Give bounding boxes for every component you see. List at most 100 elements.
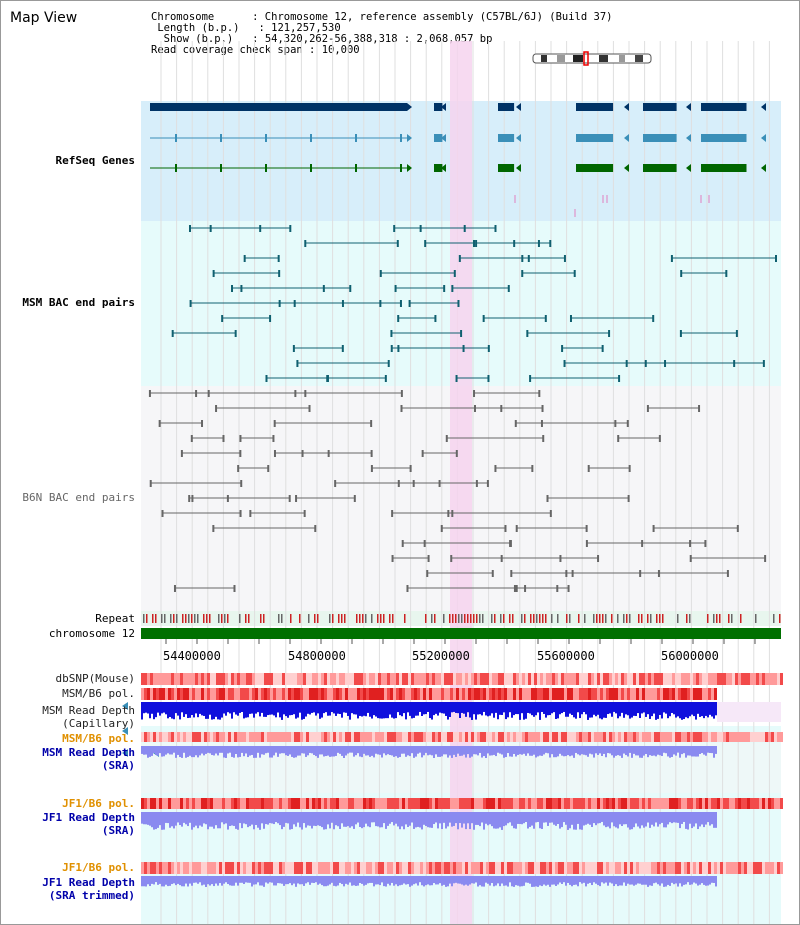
polymorphism-cell (603, 688, 606, 700)
polymorphism-cell (588, 688, 591, 700)
polymorphism-cell (417, 798, 420, 809)
read-depth-bar (461, 812, 463, 828)
polymorphism-cell (663, 732, 666, 742)
polymorphism-cell (519, 862, 522, 874)
polymorphism-cell (267, 673, 270, 685)
polymorphism-cell (699, 798, 702, 809)
polymorphism-cell (777, 732, 780, 742)
bac-pair-end (628, 465, 631, 472)
gene-arrow (761, 164, 766, 172)
read-depth-bar (567, 876, 569, 883)
repeat-mark (434, 614, 436, 623)
repeat-mark (551, 614, 553, 623)
gene-exon (265, 134, 267, 142)
polymorphism-cell (318, 673, 321, 685)
read-depth-bar (393, 812, 395, 826)
polymorphism-cell (141, 732, 144, 742)
polymorphism-cell (432, 673, 435, 685)
polymorphism-cell (687, 673, 690, 685)
msm-depth-sra-label: MSM Read Depth (SRA) (1, 746, 135, 772)
read-depth-bar (143, 702, 145, 714)
polymorphism-cell (456, 732, 459, 742)
polymorphism-cell (405, 732, 408, 742)
read-depth-bar (483, 746, 485, 757)
read-depth-bar (395, 746, 397, 757)
polymorphism-cell (330, 862, 333, 874)
gene-exon-block (701, 164, 747, 172)
repeat-mark (431, 614, 433, 623)
polymorphism-cell (567, 732, 570, 742)
read-depth-bar (485, 702, 487, 716)
read-depth-bar (283, 812, 285, 827)
read-depth-bar (383, 702, 385, 719)
read-depth-bar (295, 702, 297, 719)
polymorphism-cell (774, 732, 777, 742)
polymorphism-cell (435, 798, 438, 809)
read-depth-bar (389, 746, 391, 755)
polymorphism-cell (282, 673, 285, 685)
bac-pair-end (158, 420, 161, 427)
polymorphism-cell (432, 862, 435, 874)
polymorphism-cell (513, 798, 516, 809)
polymorphism-cell (318, 798, 321, 809)
read-depth-bar (369, 746, 371, 757)
polymorphism-cell (741, 862, 744, 874)
chromosome-bar (141, 628, 781, 639)
gene-arrow (686, 164, 691, 172)
polymorphism-cell (531, 673, 534, 685)
polymorphism-cell (642, 688, 645, 700)
read-depth-bar (649, 876, 651, 886)
gene-exon-block (643, 103, 677, 111)
polymorphism-cell (741, 732, 744, 742)
polymorphism-cell (228, 732, 231, 742)
polymorphism-cell (219, 688, 222, 700)
read-depth-bar (409, 812, 411, 826)
polymorphism-cell (255, 673, 258, 685)
polymorphism-cell (432, 798, 435, 809)
bac-pair-end (212, 270, 215, 277)
ideogram-band (541, 55, 547, 62)
read-depth-bar (507, 746, 509, 754)
polymorphism-cell (399, 798, 402, 809)
read-depth-bar (493, 702, 495, 718)
bac-pair-end (427, 555, 430, 562)
read-depth-bar (503, 702, 505, 713)
polymorphism-cell (672, 732, 675, 742)
read-depth-bar (265, 702, 267, 717)
read-depth-bar (675, 746, 677, 756)
polymorphism-cell (273, 673, 276, 685)
read-depth-bar (539, 746, 541, 756)
read-depth-bar (207, 812, 209, 830)
read-depth-bar (477, 702, 479, 715)
read-depth-bar (293, 746, 295, 758)
read-depth-bar (397, 746, 399, 758)
polymorphism-cell (252, 798, 255, 809)
gene-arrow (761, 103, 766, 111)
read-depth-bar (183, 746, 185, 753)
read-depth-bar (519, 876, 521, 887)
read-depth-bar (463, 746, 465, 755)
read-depth-bar (275, 876, 277, 886)
read-depth-bar (391, 702, 393, 718)
read-depth-bar (551, 702, 553, 714)
gene-arrow (407, 134, 412, 142)
polymorphism-cell (414, 862, 417, 874)
read-depth-bar (321, 812, 323, 828)
read-depth-bar (589, 702, 591, 718)
polymorphism-cell (345, 798, 348, 809)
polymorphism-cell (543, 732, 546, 742)
read-depth-bar (661, 702, 663, 719)
polymorphism-cell (189, 732, 192, 742)
read-depth-bar (199, 702, 201, 714)
polymorphism-cell (666, 688, 669, 700)
gene-arrow (122, 702, 128, 710)
polymorphism-cell (687, 688, 690, 700)
read-depth-bar (291, 876, 293, 886)
read-depth-bar (487, 746, 489, 754)
read-depth-bar (209, 746, 211, 754)
polymorphism-cell (270, 673, 273, 685)
polymorphism-cell (195, 862, 198, 874)
read-depth-bar (595, 812, 597, 826)
polymorphism-cell (426, 798, 429, 809)
